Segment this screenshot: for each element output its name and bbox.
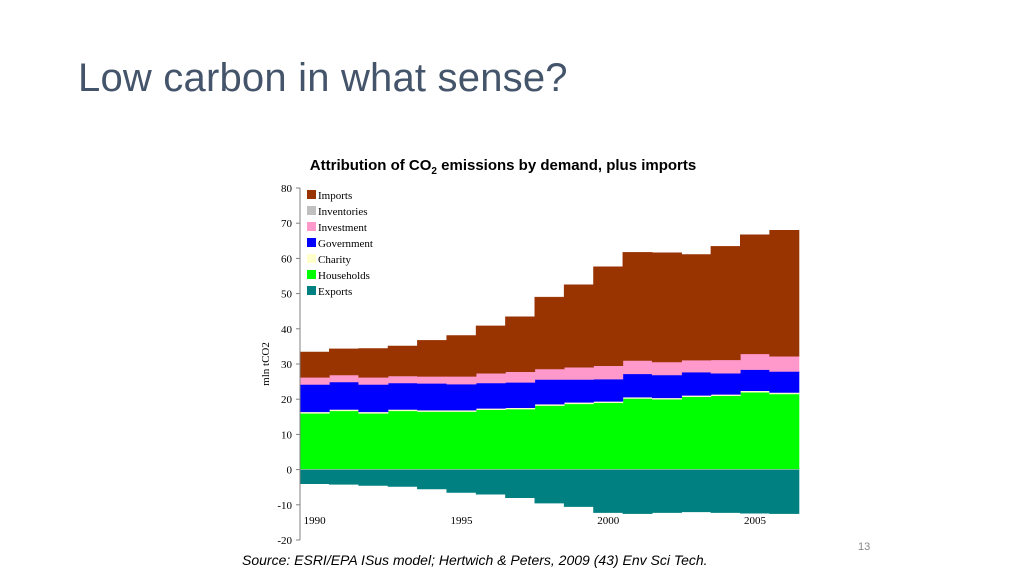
y-ticks: 80 70 60 50 40 30 20 10 0 -10 -20 (277, 183, 300, 547)
legend-item-government: Government (307, 238, 373, 250)
x-tick-label: 2005 (744, 515, 767, 527)
area-imports (299, 229, 800, 378)
y-tick-label: 0 (287, 465, 293, 477)
page-number: 13 (858, 541, 871, 553)
y-tick-label: 40 (281, 324, 293, 336)
legend-label: Government (318, 238, 373, 250)
chart-title: Attribution of CO2 emissions by demand, … (310, 157, 696, 177)
y-axis-label: mln tCO2 (260, 342, 272, 386)
legend-item-inventories: Inventories (307, 206, 367, 218)
y-tick-label: 60 (281, 253, 293, 265)
x-tick-label: 1995 (450, 515, 473, 527)
y-tick-label: 10 (281, 429, 293, 441)
legend-swatch (307, 206, 316, 215)
y-tick-label: 70 (281, 218, 293, 230)
legend-swatch (307, 222, 316, 231)
legend-swatch (307, 238, 316, 247)
legend-swatch (307, 254, 316, 263)
legend-label: Investment (318, 222, 367, 234)
y-tick-label: 80 (281, 183, 293, 195)
source-citation: Source: ESRI/EPA ISus model; Hertwich & … (242, 552, 708, 568)
legend-swatch (307, 270, 316, 279)
legend-label: Inventories (318, 206, 367, 218)
legend-item-exports: Exports (307, 286, 352, 298)
legend-item-imports: Imports (307, 190, 352, 202)
area-layers (299, 229, 800, 514)
legend-label: Charity (318, 254, 351, 266)
y-tick-label: -10 (277, 500, 292, 512)
x-ticks: 1990 1995 2000 2005 (304, 515, 767, 527)
chart-title-subscript: 2 (431, 166, 437, 177)
y-tick-label: 50 (281, 289, 293, 301)
slide-title: Low carbon in what sense? (78, 56, 568, 100)
y-tick-label: 30 (281, 359, 293, 371)
chart-title-rest: emissions by demand, plus imports (437, 157, 696, 174)
legend: Imports Inventories Investment Government Ch… (307, 190, 373, 298)
legend-label: Households (318, 270, 370, 282)
y-tick-label: -20 (277, 535, 292, 547)
area-exports (299, 469, 800, 514)
y-tick-label: 20 (281, 394, 293, 406)
legend-item-households: Households (307, 270, 370, 282)
legend-swatch (307, 286, 316, 295)
legend-item-charity: Charity (307, 254, 351, 266)
x-tick-label: 1990 (304, 515, 327, 527)
x-tick-label: 2000 (597, 515, 620, 527)
legend-item-investment: Investment (307, 222, 367, 234)
legend-swatch (307, 190, 316, 199)
legend-label: Exports (318, 286, 352, 298)
legend-label: Imports (318, 190, 352, 202)
